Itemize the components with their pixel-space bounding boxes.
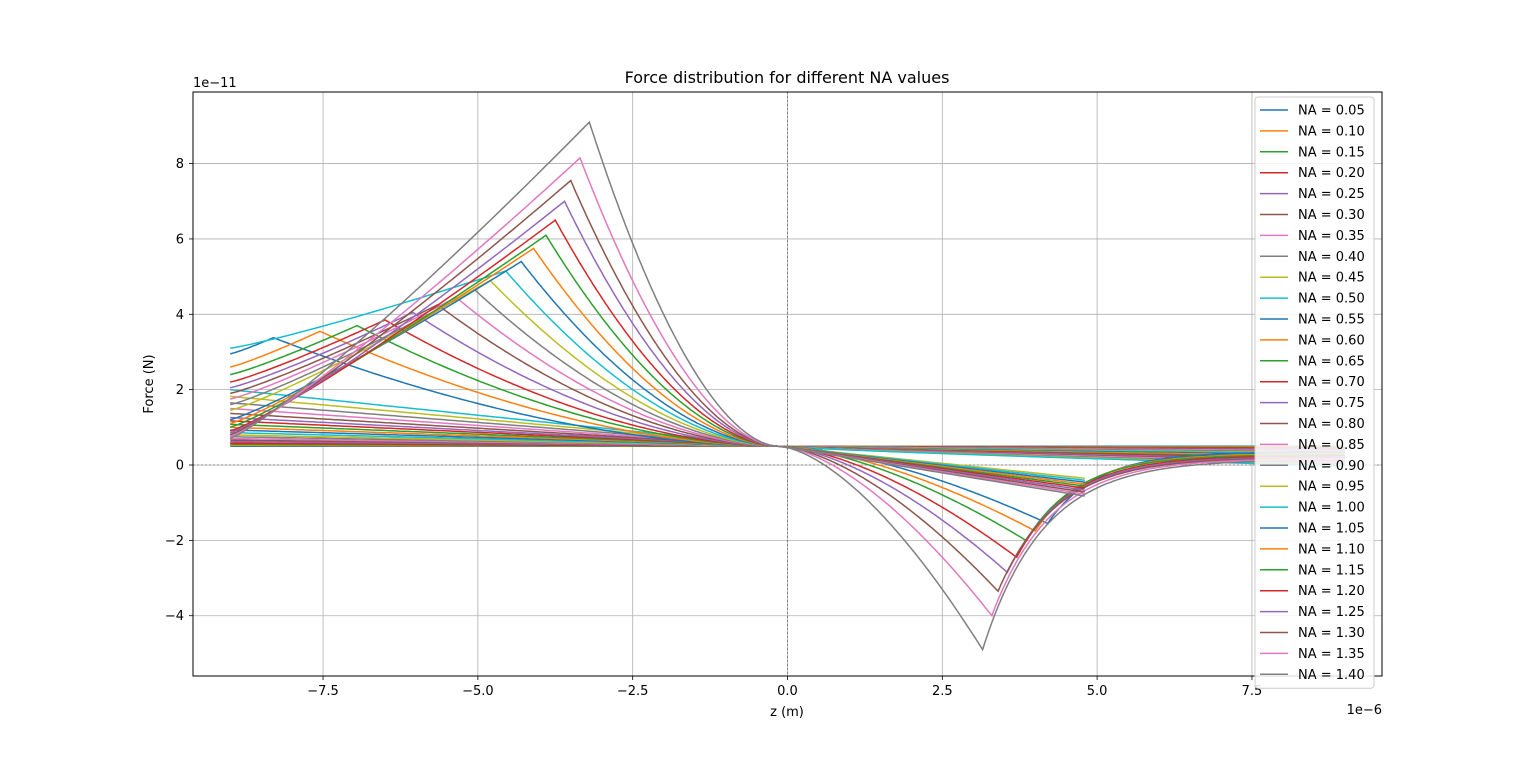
y-tick-label: 2 [176, 383, 184, 398]
y-tick-label: −4 [165, 609, 184, 624]
legend-label: NA = 0.60 [1298, 333, 1365, 348]
x-tick-label: 2.5 [932, 684, 953, 699]
legend-label: NA = 0.10 [1298, 124, 1365, 139]
series-line-24 [230, 319, 1345, 559]
legend-label: NA = 0.50 [1298, 292, 1365, 307]
legend-label: NA = 1.10 [1298, 542, 1365, 557]
legend: NA = 0.05 NA = 0.10 NA = 0.15 NA = 0.20 NA =… [1254, 96, 1375, 689]
series-line-23 [230, 324, 1345, 542]
legend-label: NA = 1.30 [1298, 626, 1365, 641]
legend-label: NA = 0.05 [1298, 104, 1365, 119]
extra-series-line-1 [229, 279, 1085, 479]
legend-label: NA = 0.85 [1298, 438, 1365, 453]
legend-label: NA = 0.90 [1298, 459, 1365, 474]
series-line-26 [230, 304, 1345, 593]
y-tick-label: 4 [176, 308, 184, 323]
chart-title: Force distribution for different NA valu… [625, 68, 950, 87]
x-offset-label: 1e−6 [1347, 703, 1382, 718]
extra-series-line-7 [229, 200, 1085, 491]
series-line-27 [230, 296, 1345, 618]
x-tick-label: −5.0 [462, 684, 494, 699]
extra-series-line-6 [229, 218, 1085, 489]
y-axis-label: Force (N) [142, 354, 157, 413]
grid [193, 92, 1382, 676]
legend-label: NA = 0.25 [1298, 187, 1365, 202]
legend-label: NA = 0.70 [1298, 375, 1365, 390]
legend-label: NA = 1.35 [1298, 647, 1365, 662]
extra-series-line-9 [229, 156, 1085, 495]
extra-series-line-10 [229, 120, 1085, 497]
series-line-28 [230, 288, 1345, 652]
series-lines [229, 120, 1345, 652]
x-axis-label: z (m) [770, 705, 804, 720]
legend-label: NA = 0.55 [1298, 313, 1365, 328]
y-tick-label: 6 [176, 232, 184, 247]
legend-label: NA = 0.15 [1298, 145, 1365, 160]
legend-label: NA = 1.15 [1298, 563, 1365, 578]
legend-label: NA = 0.20 [1298, 166, 1365, 181]
legend-label: NA = 1.40 [1298, 668, 1365, 683]
extra-series-line-4 [229, 247, 1085, 485]
legend-label: NA = 0.45 [1298, 271, 1365, 286]
legend-label: NA = 0.75 [1298, 396, 1365, 411]
legend-label: NA = 0.35 [1298, 229, 1365, 244]
legend-label: NA = 1.05 [1298, 522, 1365, 537]
y-tick-label: 0 [176, 459, 184, 474]
legend-label: NA = 0.65 [1298, 354, 1365, 369]
legend-box [1254, 96, 1375, 689]
x-tick-label: 0.0 [777, 684, 798, 699]
legend-label: NA = 1.25 [1298, 605, 1365, 620]
x-tick-label: −2.5 [617, 684, 649, 699]
x-tick-label: 5.0 [1087, 684, 1108, 699]
legend-label: NA = 0.80 [1298, 417, 1365, 432]
series-line-25 [230, 311, 1345, 574]
x-tick-label: −7.5 [307, 684, 339, 699]
y-offset-label: 1e−11 [193, 76, 237, 91]
y-tick-label: −2 [165, 534, 184, 549]
y-tick-label: 8 [176, 157, 184, 172]
legend-label: NA = 0.40 [1298, 250, 1365, 265]
legend-label: NA = 0.95 [1298, 480, 1365, 495]
legend-label: NA = 1.20 [1298, 584, 1365, 599]
legend-label: NA = 0.30 [1298, 208, 1365, 223]
legend-label: NA = 1.00 [1298, 501, 1365, 516]
